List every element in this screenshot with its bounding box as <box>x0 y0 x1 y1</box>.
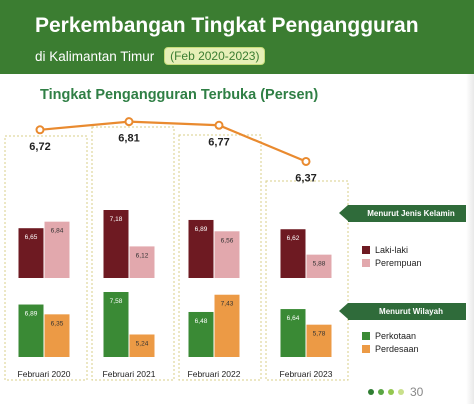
line-value-label: 6,81 <box>118 133 139 145</box>
subtitle-text: di Kalimantan Timur <box>35 49 155 64</box>
bar-female-value: 6,56 <box>221 237 234 244</box>
x-tick-label: Februari 2023 <box>280 369 333 379</box>
bar-female-value: 5,88 <box>313 261 326 268</box>
bar-urban-value: 6,64 <box>287 315 300 322</box>
legend-label-male: Laki-laki <box>375 245 409 255</box>
bar-female <box>214 231 240 278</box>
bar-male <box>103 210 129 278</box>
line-point <box>214 120 224 130</box>
bar-female-value: 6,12 <box>136 252 149 259</box>
bar-female <box>306 254 332 278</box>
line-value-label: 6,77 <box>208 136 229 148</box>
period-badge: (Feb 2020-2023) <box>164 47 266 65</box>
line-point <box>301 156 311 166</box>
page-subtitle: di Kalimantan Timur (Feb 2020-2023) <box>35 47 266 65</box>
legend-label-urban: Perkotaan <box>375 331 417 341</box>
slide-edge-shadow <box>466 74 474 404</box>
bar-rural-value: 5,24 <box>136 340 149 347</box>
legend-item-rural: Perdesaan <box>362 343 419 355</box>
bar-rural <box>129 334 155 357</box>
bar-urban-value: 6,48 <box>195 318 208 325</box>
bar-rural-value: 7,43 <box>221 301 234 308</box>
bar-rural <box>306 324 332 357</box>
legend-item-urban: Perkotaan <box>362 330 416 342</box>
bar-rural <box>44 314 70 357</box>
line-point <box>35 125 45 135</box>
bar-male-value: 7,18 <box>110 216 123 223</box>
bar-male <box>18 228 44 278</box>
bar-female-value: 6,84 <box>51 228 64 235</box>
legend-item-female: Perempuan <box>362 257 422 269</box>
legend-swatch-female <box>362 259 370 267</box>
bar-urban <box>188 311 214 357</box>
legend-swatch-rural <box>362 345 370 353</box>
page-dot-1[interactable] <box>368 389 374 395</box>
category-panel <box>4 135 88 381</box>
bar-urban-value: 7,58 <box>110 298 123 305</box>
x-tick-label: Februari 2021 <box>103 369 156 379</box>
bar-female <box>129 246 155 278</box>
page-dot-2[interactable] <box>378 389 384 395</box>
x-tick-label: Februari 2022 <box>188 369 241 379</box>
bar-male-value: 6,62 <box>287 235 300 242</box>
line-value-label: 6,37 <box>295 172 316 184</box>
line-series <box>39 120 307 163</box>
header-banner: Perkembangan Tingkat Pengangguran di Kal… <box>0 0 474 74</box>
page-title: Perkembangan Tingkat Pengangguran <box>35 14 419 37</box>
page-dot-4[interactable] <box>398 389 404 395</box>
bar-rural <box>214 294 240 357</box>
bar-female <box>44 221 70 278</box>
category-panel <box>178 134 262 381</box>
bar-male <box>188 219 214 278</box>
x-tick-label: Februari 2020 <box>18 369 71 379</box>
legend-swatch-urban <box>362 332 370 340</box>
bar-urban-value: 6,89 <box>25 311 38 318</box>
page-dot-3[interactable] <box>388 389 394 395</box>
chart-title: Tingkat Pengangguran Terbuka (Persen) <box>40 87 319 103</box>
category-panel <box>91 126 175 381</box>
bar-male <box>280 229 306 278</box>
bar-rural-value: 6,35 <box>51 320 64 327</box>
legend-swatch-male <box>362 246 370 254</box>
bar-rural-value: 5,78 <box>313 331 326 338</box>
line-point <box>124 117 134 127</box>
bar-urban <box>18 304 44 357</box>
ribbon-gender: Menurut Jenis Kelamin <box>339 205 474 222</box>
bar-male-value: 6,89 <box>195 226 208 233</box>
category-panel <box>265 180 349 381</box>
bar-male-value: 6,65 <box>25 234 38 241</box>
page-indicator: 30 <box>368 383 424 399</box>
bar-urban <box>280 309 306 357</box>
legend-label-female: Perempuan <box>375 258 422 268</box>
legend-label-rural: Perdesaan <box>375 344 419 354</box>
ribbon-region: Menurut Wilayah <box>339 303 474 320</box>
line-value-label: 6,72 <box>29 141 50 153</box>
legend-item-male: Laki-laki <box>362 244 408 256</box>
page-number: 30 <box>410 385 424 399</box>
bar-urban <box>103 292 129 357</box>
